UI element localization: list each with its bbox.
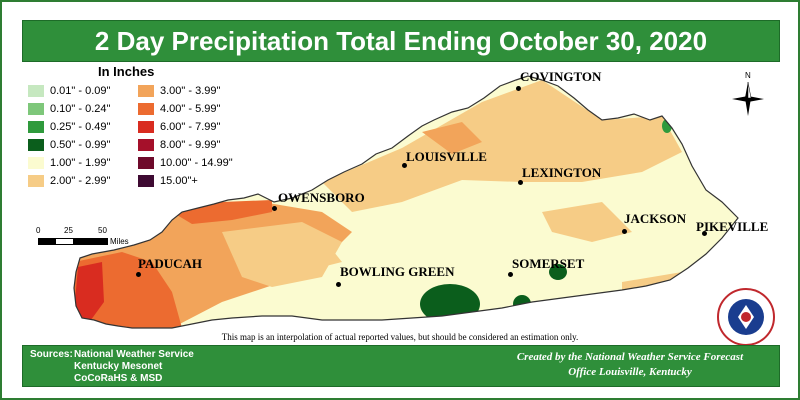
legend-item: 2.00" - 2.99": [28, 174, 110, 188]
legend-swatch: [138, 139, 154, 151]
legend-item: 0.10" - 0.24": [28, 102, 110, 116]
city-marker: [622, 229, 627, 234]
scale-tick-label: 25: [64, 226, 73, 235]
credit-line: Office Louisville, Kentucky: [568, 366, 692, 378]
source-item: CoCoRaHS & MSD: [74, 373, 163, 384]
legend-item: 0.01" - 0.09": [28, 84, 110, 98]
source-item: National Weather Service: [74, 349, 194, 360]
legend-swatch: [28, 85, 44, 97]
city-label-lexington: LEXINGTON: [522, 165, 602, 180]
legend-item: 4.00" - 5.99": [138, 102, 220, 116]
city-label-owensboro: OWENSBORO: [278, 190, 365, 205]
footer-bar: [22, 345, 780, 387]
city-label-bowling-green: BOWLING GREEN: [340, 264, 455, 279]
north-label: N: [745, 71, 751, 80]
legend-swatch: [28, 103, 44, 115]
city-label-paducah: PADUCAH: [138, 256, 203, 271]
disclaimer: This map is an interpolation of actual r…: [221, 332, 579, 342]
scale-bar: 0 25 50 Miles: [36, 226, 156, 248]
legend-item: 3.00" - 3.99": [138, 84, 220, 98]
legend-swatch: [28, 175, 44, 187]
scale-unit: Miles: [110, 237, 129, 246]
legend-swatch: [138, 103, 154, 115]
legend-item: 8.00" - 9.99": [138, 138, 220, 152]
scale-tick-label: 50: [98, 226, 107, 235]
city-marker: [518, 180, 523, 185]
legend-swatch: [138, 175, 154, 187]
scale-tick-label: 0: [36, 226, 41, 235]
legend-swatch: [28, 139, 44, 151]
city-label-covington: COVINGTON: [520, 69, 602, 84]
legend-item: 15.00"+: [138, 174, 198, 188]
legend-swatch: [138, 85, 154, 97]
legend-swatch: [28, 157, 44, 169]
legend-title: In Inches: [98, 64, 155, 79]
city-marker: [336, 282, 341, 287]
legend-item: 6.00" - 7.99": [138, 120, 220, 134]
credit-line: Created by the National Weather Service …: [516, 351, 744, 363]
legend: In Inches 0.01" - 0.09" 0.10" - 0.24" 0.…: [26, 64, 246, 194]
precipitation-map: [73, 75, 739, 329]
sources-label: Sources:: [30, 349, 73, 360]
city-marker: [402, 163, 407, 168]
legend-item: 1.00" - 1.99": [28, 156, 110, 170]
city-marker: [272, 206, 277, 211]
legend-swatch: [28, 121, 44, 133]
legend-item: 10.00" - 14.99": [138, 156, 233, 170]
nws-seal-icon: [716, 287, 776, 347]
city-label-jackson: JACKSON: [624, 211, 687, 226]
legend-item: 0.50" - 0.99": [28, 138, 110, 152]
title-bar: 2 Day Precipitation Total Ending October…: [22, 20, 780, 62]
city-label-somerset: SOMERSET: [512, 256, 585, 271]
legend-swatch: [138, 121, 154, 133]
legend-swatch: [138, 157, 154, 169]
city-marker: [136, 272, 141, 277]
city-marker: [516, 86, 521, 91]
north-arrow-icon: N: [728, 70, 768, 125]
source-item: Kentucky Mesonet: [74, 361, 163, 372]
city-label-louisville: LOUISVILLE: [406, 149, 487, 164]
sources-block: Sources: National Weather Service Kentuck…: [30, 349, 194, 385]
credit-block: Created by the National Weather Service …: [480, 350, 780, 380]
city-marker: [702, 231, 707, 236]
city-label-pikeville: PIKEVILLE: [696, 219, 769, 234]
legend-item: 0.25" - 0.49": [28, 120, 110, 134]
map-title: 2 Day Precipitation Total Ending October…: [94, 25, 708, 56]
city-marker: [508, 272, 513, 277]
